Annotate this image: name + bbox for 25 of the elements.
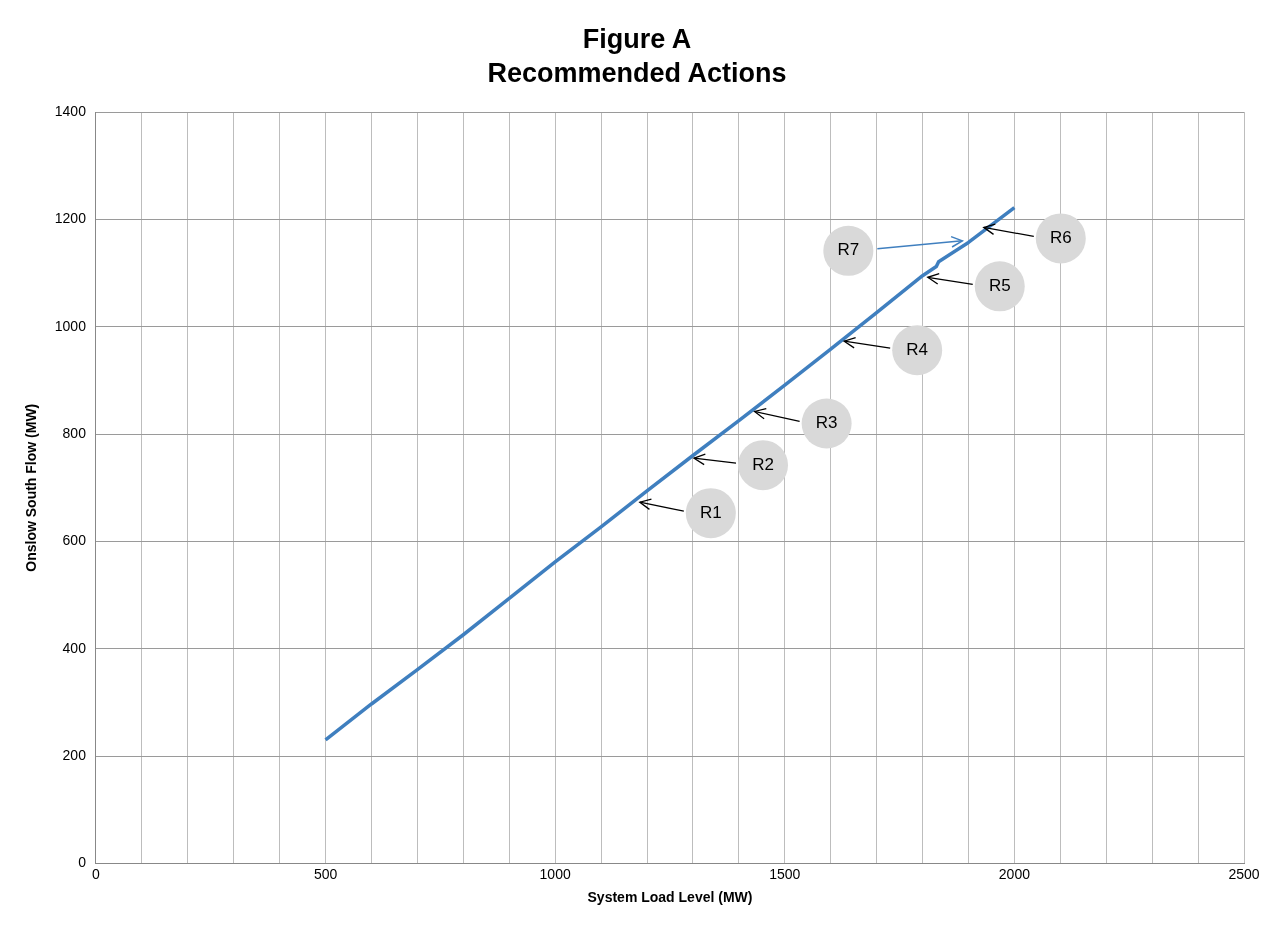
annotation: R2: [752, 454, 774, 474]
annotation: R4: [906, 339, 929, 359]
chart-title: Figure A: [581, 23, 693, 56]
y-tick-label: 800: [62, 424, 87, 441]
chart-subtitle: Recommended Actions: [486, 57, 788, 90]
y-axis-title: Onslow South Flow (MW): [23, 403, 40, 572]
annotation: R6: [1049, 228, 1072, 248]
x-tick-label: 0: [92, 865, 101, 882]
annotation: R5: [988, 276, 1011, 295]
x-tick-label: 500: [313, 865, 338, 882]
y-tick-label: 1200: [54, 210, 87, 227]
annotation: R1: [699, 502, 722, 522]
x-tick-label: 1000: [539, 865, 571, 882]
x-tick-label: 2500: [1228, 865, 1260, 882]
x-tick-label: 1500: [769, 865, 801, 882]
y-tick-label: 400: [62, 639, 87, 656]
y-tick-label: 600: [62, 532, 87, 549]
y-tick-label: 1000: [54, 317, 87, 334]
annotation: R7: [837, 240, 860, 260]
y-tick-label: 1400: [54, 102, 87, 119]
x-tick-label: 2000: [998, 865, 1031, 882]
annotation: R3: [815, 413, 838, 433]
y-tick-label: 0: [78, 854, 87, 871]
y-tick-label: 200: [62, 746, 87, 763]
x-axis-title: System Load Level (MW): [587, 889, 753, 906]
